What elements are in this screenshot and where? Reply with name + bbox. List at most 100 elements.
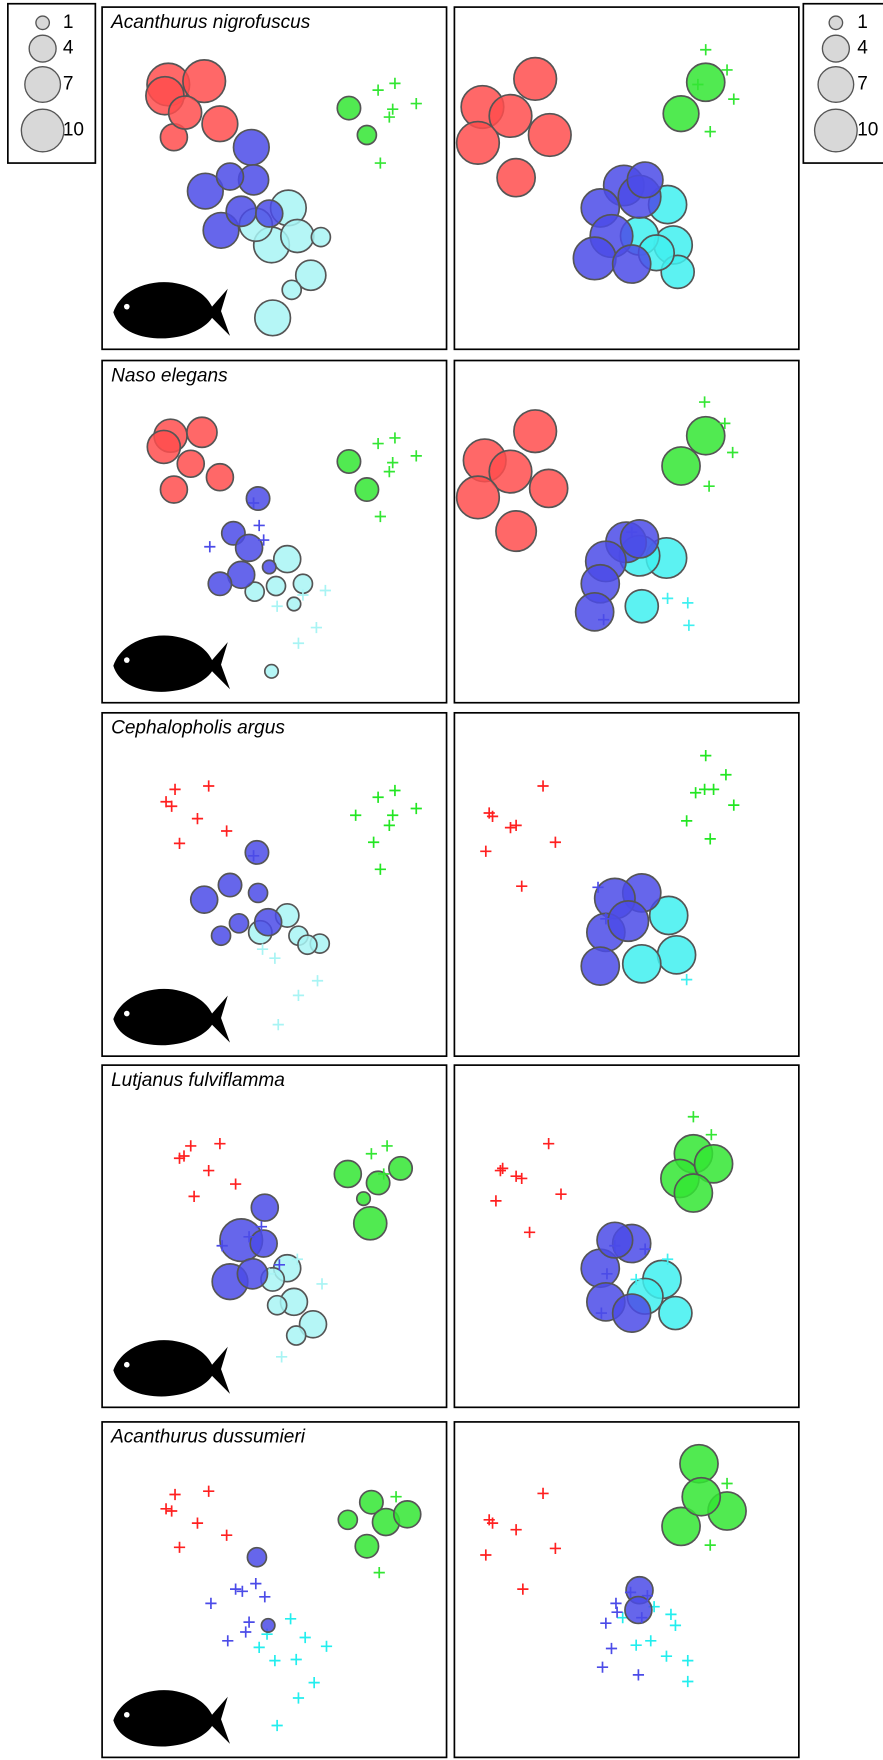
- bubble: [624, 588, 660, 624]
- panel-title: Acanthurus nigrofuscus: [110, 12, 311, 33]
- cross-marker: [410, 450, 422, 462]
- size-legend-label: 4: [857, 38, 868, 59]
- cross-marker: [669, 1619, 682, 1632]
- bubble: [358, 1489, 384, 1515]
- cross-marker: [166, 800, 178, 812]
- fish-silhouette: [113, 988, 231, 1046]
- cross-marker: [549, 1542, 561, 1555]
- bubble: [336, 95, 362, 121]
- cross-marker: [504, 822, 517, 834]
- bubble: [281, 279, 303, 301]
- bubble: [217, 872, 243, 898]
- bubble: [232, 128, 270, 166]
- fish-body: [113, 1340, 231, 1397]
- cross-marker: [381, 1140, 393, 1152]
- cross-marker: [683, 619, 695, 631]
- cross-marker: [682, 597, 694, 609]
- bubble: [611, 1293, 652, 1333]
- cross-marker: [311, 975, 324, 987]
- cross-marker: [687, 1111, 699, 1123]
- cross-marker: [630, 1273, 642, 1286]
- cross-marker: [721, 64, 733, 76]
- size-legend-label: 1: [857, 12, 868, 33]
- fish-eye: [123, 1010, 130, 1017]
- cross-marker: [516, 880, 528, 892]
- fish-eye: [123, 303, 130, 310]
- bubble: [355, 1191, 372, 1207]
- cross-marker: [308, 1676, 320, 1689]
- cross-marker: [600, 1617, 612, 1629]
- cross-marker: [389, 77, 401, 90]
- cross-marker: [247, 850, 260, 862]
- cross-marker: [350, 809, 362, 821]
- bubble: [513, 409, 558, 454]
- cross-marker: [389, 432, 401, 444]
- bubble: [159, 475, 189, 504]
- bubble: [228, 912, 250, 934]
- cross-marker: [243, 1616, 255, 1628]
- cross-marker: [185, 1140, 197, 1152]
- bubble: [528, 468, 569, 509]
- cross-marker: [682, 1675, 694, 1688]
- cross-marker: [243, 1231, 255, 1243]
- cross-marker: [592, 881, 604, 893]
- cross-marker: [510, 1170, 522, 1182]
- fish-body: [113, 1690, 231, 1747]
- cross-marker: [374, 157, 386, 169]
- bubble: [254, 199, 284, 228]
- cross-marker: [205, 1597, 217, 1610]
- cross-marker: [543, 1138, 555, 1150]
- cross-marker: [191, 813, 204, 825]
- cross-marker: [486, 1517, 499, 1529]
- bubble: [624, 1595, 653, 1625]
- cross-marker: [269, 952, 281, 964]
- bubble: [146, 429, 182, 465]
- cross-marker: [609, 1240, 621, 1252]
- cross-marker: [292, 1692, 305, 1704]
- cross-marker: [703, 480, 715, 492]
- cross-marker: [517, 1583, 529, 1595]
- bubble: [244, 839, 270, 865]
- cross-marker: [707, 783, 720, 795]
- cross-marker: [230, 1583, 242, 1595]
- cross-marker: [290, 1653, 302, 1666]
- cross-marker: [700, 749, 712, 762]
- cross-marker: [247, 497, 260, 509]
- cross-marker: [490, 1195, 502, 1207]
- panel-title: Cephalopholis argus: [111, 718, 285, 739]
- fish-silhouette: [113, 635, 231, 692]
- cross-marker: [600, 913, 612, 925]
- cross-marker: [639, 1243, 651, 1255]
- cross-marker: [204, 541, 216, 553]
- cross-marker: [390, 1491, 402, 1503]
- size-legend-label: 10: [857, 120, 878, 141]
- size-legend-marker: [817, 66, 855, 103]
- bubble: [286, 596, 302, 612]
- cross-marker: [273, 1259, 285, 1271]
- cross-marker: [316, 1278, 328, 1290]
- cross-marker: [537, 1487, 549, 1500]
- cross-marker: [721, 1477, 733, 1490]
- cross-marker: [272, 1019, 284, 1031]
- size-legend-marker: [35, 15, 51, 31]
- bubble: [495, 510, 538, 553]
- cross-marker: [374, 510, 386, 523]
- bubble: [215, 162, 245, 191]
- cross-marker: [271, 1719, 283, 1732]
- cross-marker: [596, 1661, 609, 1673]
- cross-marker: [728, 93, 740, 105]
- cross-marker: [681, 815, 693, 827]
- bubble: [253, 299, 292, 337]
- cross-marker: [276, 1351, 288, 1363]
- bubble: [626, 161, 664, 199]
- bubble: [234, 533, 264, 563]
- cross-marker: [214, 1138, 226, 1150]
- bubble: [662, 95, 700, 133]
- size-legend-label: 1: [63, 12, 74, 33]
- bubble: [354, 1533, 380, 1559]
- fish-silhouette: [113, 1340, 231, 1397]
- cross-marker: [284, 1613, 297, 1625]
- bubble: [247, 882, 269, 904]
- bubble: [249, 1229, 278, 1258]
- cross-marker: [497, 1162, 509, 1174]
